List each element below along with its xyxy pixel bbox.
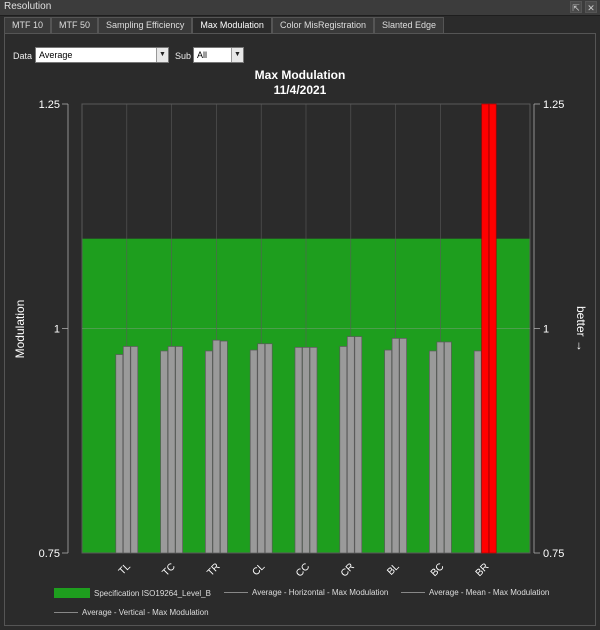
bar-br-1 xyxy=(481,103,490,554)
chart-title: Max Modulation xyxy=(255,68,346,82)
chart-panel xyxy=(4,33,596,626)
y-tick-label-left: 1.25 xyxy=(39,99,60,111)
bar-br-0 xyxy=(473,350,482,554)
bar-cr-2 xyxy=(354,336,363,554)
legend-label: Average - Horizontal - Max Modulation xyxy=(252,588,389,597)
bar-cl-2 xyxy=(264,343,273,554)
y-tick-label-left: 0.75 xyxy=(39,548,60,560)
chevron-down-icon[interactable]: ▼ xyxy=(231,48,243,62)
bar-cl-1 xyxy=(257,343,266,554)
legend-label: Specification ISO19264_Level_B xyxy=(94,588,211,598)
bar-bc-2 xyxy=(444,341,452,554)
y-tick-label-right: 1.25 xyxy=(543,99,564,111)
legend-item: Specification ISO19264_Level_B xyxy=(54,588,211,598)
sub-label: Sub xyxy=(175,51,192,61)
bar-tr-0 xyxy=(205,350,213,554)
x-tick-label: CC xyxy=(294,561,312,579)
y-tick-label-right: 1 xyxy=(543,324,549,336)
bar-cr-1 xyxy=(346,336,355,554)
x-tick-label: CR xyxy=(339,561,357,579)
x-tick-label: BC xyxy=(429,561,447,579)
y-tick-label-left: 1 xyxy=(54,324,60,336)
bar-br-2 xyxy=(488,103,497,554)
tab-slanted-edge[interactable]: Slanted Edge xyxy=(373,17,445,34)
tab-sampling-efficiency[interactable]: Sampling Efficiency xyxy=(98,17,193,34)
data-select[interactable]: Average ▼ xyxy=(35,47,169,63)
tab-max-modulation[interactable]: Max Modulation xyxy=(192,17,272,34)
window-titlebar: Resolution ⇱ ✕ xyxy=(0,0,600,16)
x-tick-label: CL xyxy=(250,561,267,578)
legend-label: Average - Mean - Max Modulation xyxy=(429,588,550,597)
tab-mtf-10[interactable]: MTF 10 xyxy=(4,17,52,34)
bar-bl-0 xyxy=(384,349,392,554)
legend-item: Average - Horizontal - Max Modulation xyxy=(224,588,388,597)
y-axis-label: Modulation xyxy=(13,300,27,359)
bar-bc-0 xyxy=(429,350,437,554)
x-tick-label: TL xyxy=(117,561,133,577)
y2-axis-label: better → xyxy=(574,306,588,352)
tab-color-misregistration[interactable]: Color MisRegistration xyxy=(271,17,374,34)
chart-subtitle: 11/4/2021 xyxy=(274,83,327,97)
legend-swatch xyxy=(54,588,90,598)
data-label: Data xyxy=(13,51,33,61)
float-icon[interactable]: ⇱ xyxy=(570,1,582,13)
bar-tl-0 xyxy=(115,354,124,554)
bar-tr-1 xyxy=(212,339,221,554)
x-tick-label: BR xyxy=(474,561,492,579)
x-tick-label: BL xyxy=(385,561,402,578)
tab-bar: MTF 10 MTF 50 Sampling Efficiency Max Modul… xyxy=(4,17,445,34)
x-tick-label: TR xyxy=(205,561,222,578)
bar-cl-0 xyxy=(249,349,258,554)
bar-cc-0 xyxy=(294,347,303,554)
legend-label: Average - Vertical - Max Modulation xyxy=(82,608,209,617)
legend-item: Average - Mean - Max Modulation xyxy=(401,588,549,597)
bar-bl-2 xyxy=(399,338,407,554)
bar-tl-2 xyxy=(130,346,139,554)
tab-mtf-50[interactable]: MTF 50 xyxy=(51,17,99,34)
sub-select-value: All xyxy=(197,50,208,60)
bar-cr-0 xyxy=(339,346,348,554)
bar-bc-1 xyxy=(436,341,445,554)
legend-swatch xyxy=(54,612,78,613)
bar-cc-2 xyxy=(309,347,318,554)
sub-select[interactable]: All ▼ xyxy=(193,47,244,63)
data-select-value: Average xyxy=(39,50,73,60)
bar-tr-2 xyxy=(220,340,228,554)
bar-tl-1 xyxy=(122,346,131,554)
bar-tc-0 xyxy=(160,350,168,554)
legend-swatch xyxy=(401,592,425,593)
close-icon[interactable]: ✕ xyxy=(585,1,597,13)
window-title: Resolution xyxy=(4,1,52,12)
bar-tc-2 xyxy=(175,346,183,554)
chevron-down-icon[interactable]: ▼ xyxy=(156,48,168,62)
y-tick-label-right: 0.75 xyxy=(543,548,564,560)
bar-cc-1 xyxy=(302,347,310,554)
bar-tc-1 xyxy=(167,346,176,554)
legend-swatch xyxy=(224,592,248,593)
legend-item: Average - Vertical - Max Modulation xyxy=(54,608,209,617)
x-tick-label: TC xyxy=(161,561,178,578)
bar-bl-1 xyxy=(391,338,400,554)
